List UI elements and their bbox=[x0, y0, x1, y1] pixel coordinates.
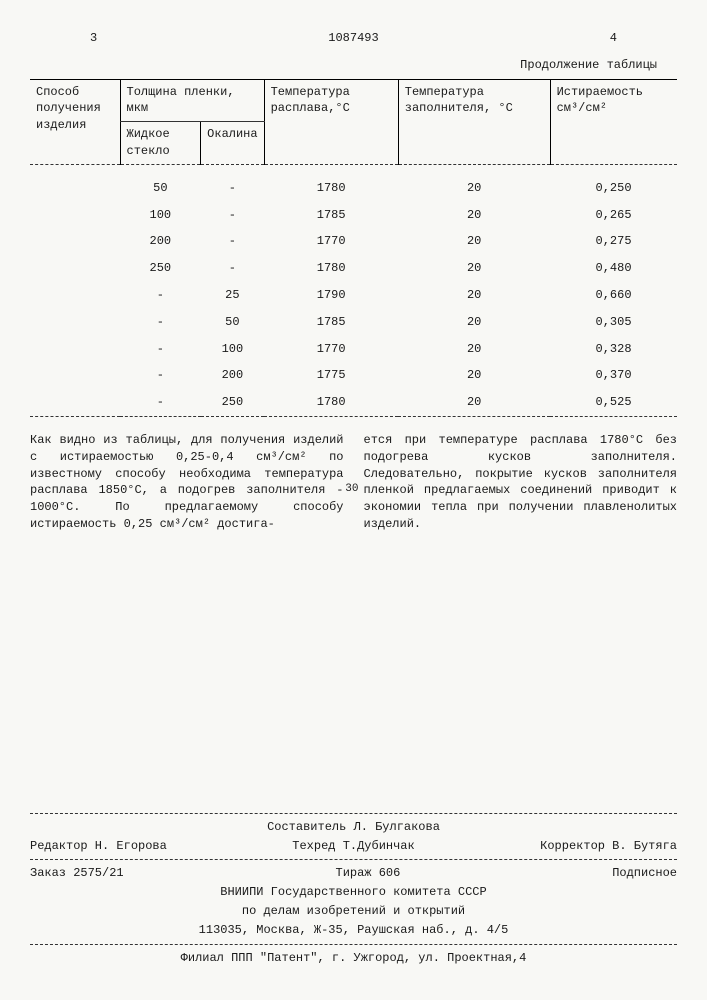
cell bbox=[30, 175, 120, 202]
cell bbox=[30, 282, 120, 309]
cell: 50 bbox=[201, 309, 264, 336]
cell: 20 bbox=[398, 336, 550, 363]
cell bbox=[30, 336, 120, 363]
org1: ВНИИПИ Государственного комитета СССР bbox=[30, 884, 677, 901]
table-row: -2501780200,525 bbox=[30, 389, 677, 416]
cell bbox=[30, 362, 120, 389]
cell: 20 bbox=[398, 362, 550, 389]
data-table: Способ получения изделия Толщина пленки,… bbox=[30, 79, 677, 417]
org2: по делам изобретений и открытий bbox=[30, 903, 677, 920]
cell: 1780 bbox=[264, 389, 398, 416]
cell: 50 bbox=[120, 175, 201, 202]
cell: 1785 bbox=[264, 202, 398, 229]
table-row: 200-1770200,275 bbox=[30, 228, 677, 255]
cell: - bbox=[120, 336, 201, 363]
cell: - bbox=[120, 282, 201, 309]
cell: 20 bbox=[398, 389, 550, 416]
address1: 113035, Москва, Ж-35, Раушская наб., д. … bbox=[30, 922, 677, 939]
cell: 0,275 bbox=[550, 228, 677, 255]
compiler: Составитель Л. Булгакова bbox=[30, 819, 677, 836]
editor: Редактор Н. Егорова bbox=[30, 838, 167, 855]
cell: 1785 bbox=[264, 309, 398, 336]
table-row: 50-1780200,250 bbox=[30, 175, 677, 202]
line-marker: 30 bbox=[345, 482, 358, 497]
cell: 20 bbox=[398, 175, 550, 202]
cell: 20 bbox=[398, 228, 550, 255]
left-column: Как видно из таблицы, для получения изде… bbox=[30, 432, 344, 533]
cell: 0,480 bbox=[550, 255, 677, 282]
table-row: -501785200,305 bbox=[30, 309, 677, 336]
subscription: Подписное bbox=[612, 865, 677, 882]
cell: 25 bbox=[201, 282, 264, 309]
table-row: 250-1780200,480 bbox=[30, 255, 677, 282]
cell: 250 bbox=[120, 255, 201, 282]
page-left: 3 bbox=[90, 30, 97, 47]
cell: 20 bbox=[398, 202, 550, 229]
cell: 1790 bbox=[264, 282, 398, 309]
cell: 250 bbox=[201, 389, 264, 416]
cell: 0,525 bbox=[550, 389, 677, 416]
cell: - bbox=[120, 309, 201, 336]
cell: 100 bbox=[120, 202, 201, 229]
cell: 1770 bbox=[264, 336, 398, 363]
cell: 20 bbox=[398, 309, 550, 336]
cell bbox=[30, 202, 120, 229]
cell: - bbox=[201, 202, 264, 229]
cell: 20 bbox=[398, 282, 550, 309]
cell: - bbox=[201, 255, 264, 282]
cell: 0,305 bbox=[550, 309, 677, 336]
cell: - bbox=[120, 362, 201, 389]
col-thickness: Толщина пленки, мкм bbox=[120, 79, 264, 122]
left-col-text: Как видно из таблицы, для получения изде… bbox=[30, 433, 344, 531]
cell: 1780 bbox=[264, 175, 398, 202]
table-body: 50-1780200,250100-1785200,265200-1770200… bbox=[30, 164, 677, 416]
table-row: -1001770200,328 bbox=[30, 336, 677, 363]
cell: 1770 bbox=[264, 228, 398, 255]
cell: 0,328 bbox=[550, 336, 677, 363]
table-row: -251790200,660 bbox=[30, 282, 677, 309]
cell bbox=[30, 389, 120, 416]
cell bbox=[30, 255, 120, 282]
cell: 200 bbox=[120, 228, 201, 255]
cell: 200 bbox=[201, 362, 264, 389]
col-scale: Окалина bbox=[201, 122, 264, 165]
col-melt-temp: Температура расплава,°С bbox=[264, 79, 398, 164]
order: Заказ 2575/21 bbox=[30, 865, 124, 882]
cell: 1780 bbox=[264, 255, 398, 282]
cell: 1775 bbox=[264, 362, 398, 389]
cell bbox=[30, 309, 120, 336]
cell: 0,250 bbox=[550, 175, 677, 202]
col-glass: Жидкое стекло bbox=[120, 122, 201, 165]
tirage: Тираж 606 bbox=[336, 865, 401, 882]
footer: Составитель Л. Булгакова Редактор Н. Его… bbox=[30, 813, 677, 967]
page-right: 4 bbox=[610, 30, 617, 47]
cell: - bbox=[201, 175, 264, 202]
doc-number: 1087493 bbox=[97, 30, 610, 47]
cell: 100 bbox=[201, 336, 264, 363]
cell: 0,660 bbox=[550, 282, 677, 309]
cell: - bbox=[120, 389, 201, 416]
col-method: Способ получения изделия bbox=[30, 79, 120, 164]
cell: 20 bbox=[398, 255, 550, 282]
table-row: -2001775200,370 bbox=[30, 362, 677, 389]
body-text: Как видно из таблицы, для получения изде… bbox=[30, 432, 677, 533]
page-header: 3 1087493 4 bbox=[30, 30, 677, 47]
col-fill-temp: Температура заполнителя, °С bbox=[398, 79, 550, 164]
cell bbox=[30, 228, 120, 255]
techred: Техред Т.Дубинчак bbox=[292, 838, 414, 855]
branch: Филиал ППП "Патент", г. Ужгород, ул. Про… bbox=[30, 950, 677, 967]
cell: 0,370 bbox=[550, 362, 677, 389]
col-wear: Истираемость см³/см² bbox=[550, 79, 677, 164]
table-continuation: Продолжение таблицы bbox=[30, 57, 677, 74]
right-column: ется при температуре расплава 1780°С без… bbox=[364, 432, 678, 533]
corrector: Корректор В. Бутяга bbox=[540, 838, 677, 855]
cell: 0,265 bbox=[550, 202, 677, 229]
cell: - bbox=[201, 228, 264, 255]
table-row: 100-1785200,265 bbox=[30, 202, 677, 229]
